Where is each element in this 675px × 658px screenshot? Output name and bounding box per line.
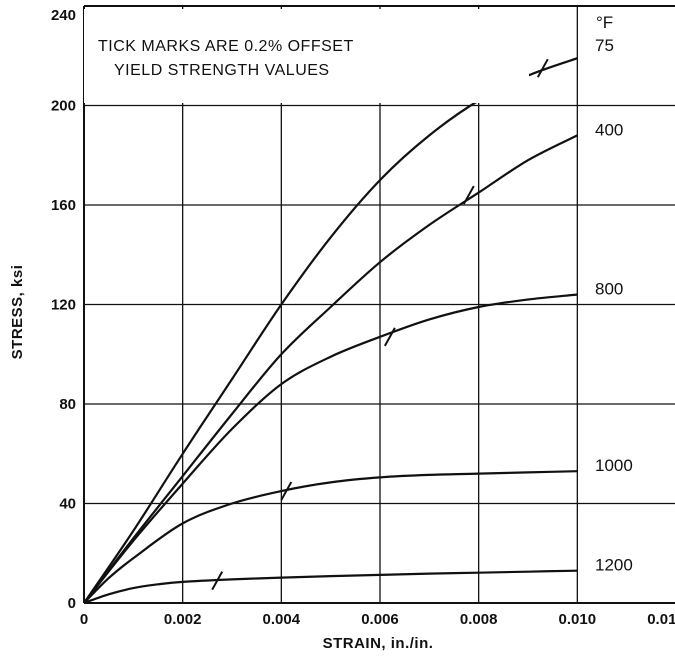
y-tick-label: 0 [68, 595, 76, 612]
series-label-1200F: 1200 [595, 556, 633, 575]
x-tick-label: 0 [80, 611, 88, 628]
yield-tick-800F [383, 327, 396, 347]
x-axis-title: STRAIN, in./in. [323, 635, 434, 652]
yield-tick-400F [462, 185, 475, 205]
x-tick-label: 0.008 [460, 611, 498, 628]
legend-title: °F [596, 13, 613, 32]
series-line-400F [83, 134, 578, 604]
x-tick-label: 0.010 [559, 611, 597, 628]
series-line-800F [83, 293, 578, 604]
series-label-400F: 400 [595, 120, 623, 139]
x-tick-label: 0.002 [164, 611, 202, 628]
x-tick-label: 0.012 [647, 611, 675, 628]
x-tick-label: 0.006 [361, 611, 399, 628]
y-tick-label: 120 [51, 297, 76, 314]
y-axis-title: STRESS, ksi [9, 265, 26, 360]
yield-tick-1000F [280, 481, 293, 501]
series-curves [83, 57, 578, 605]
y-tick-label: 240 [51, 7, 76, 24]
y-tick-label: 160 [51, 197, 76, 214]
grid-lines [83, 5, 675, 604]
y-tick-label: 80 [59, 396, 76, 413]
annotation-line-2: YIELD STRENGTH VALUES [114, 62, 330, 79]
y-tick-label: 40 [59, 496, 76, 513]
yield-tick-1200F [211, 571, 224, 591]
x-tick-label: 0.004 [263, 611, 301, 628]
series-label-800F: 800 [595, 280, 623, 299]
series-label-1000F: 1000 [595, 456, 633, 475]
series-labels: 75 400 800 1000 1200 [595, 36, 633, 575]
yield-tick-75F [536, 58, 549, 78]
annotation-box [84, 9, 529, 103]
axis-tick-labels: 0 0.002 0.004 0.006 0.008 0.010 0.012 0 40 80 120 1… [51, 7, 675, 628]
annotation-line-1: TICK MARKS ARE 0.2% OFFSET [98, 38, 354, 55]
series-line-75F [83, 57, 578, 604]
y-tick-label: 200 [51, 98, 76, 115]
series-label-75F: 75 [595, 36, 614, 55]
series-line-1200F [83, 569, 578, 605]
series-line-1000F [83, 470, 578, 604]
